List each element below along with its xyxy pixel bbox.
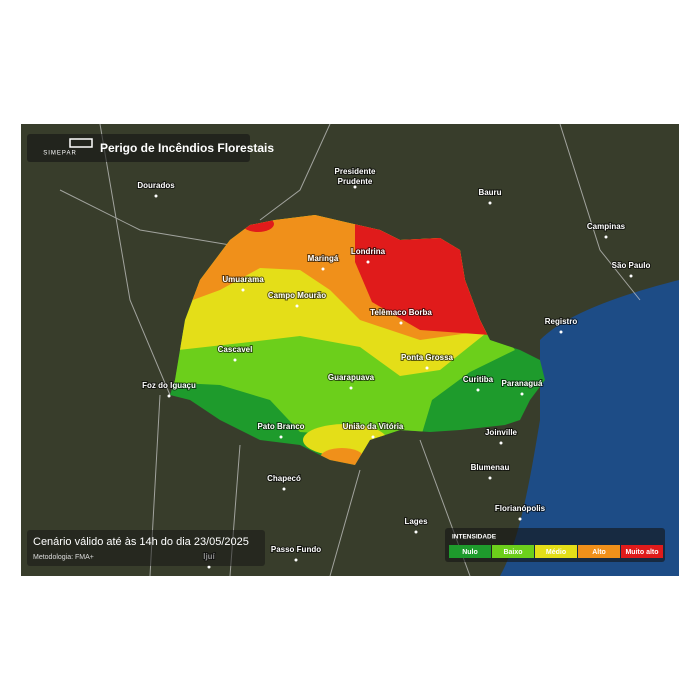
city-label: Telêmaco Borba — [370, 308, 432, 317]
legend-title: INTENSIDADE — [452, 534, 497, 541]
legend-label: Muito alto — [625, 549, 658, 556]
ocean — [500, 280, 679, 576]
city-label: Guarapuava — [328, 373, 375, 382]
city-dot — [233, 358, 237, 362]
city-dot — [476, 388, 480, 392]
city-label: Curitiba — [463, 375, 494, 384]
method: Metodologia: FMA+ — [33, 554, 94, 561]
city-dot — [207, 565, 211, 569]
city-dot — [499, 441, 503, 445]
city-label: Joinville — [485, 428, 518, 437]
city-label: Passo Fundo — [271, 545, 321, 554]
city-dot — [425, 366, 429, 370]
legend-label: Baixo — [503, 549, 522, 556]
title: Perigo de Incêndios Florestais — [100, 141, 274, 155]
footer: Cenário válido até às 14h do dia 23/05/2… — [27, 530, 265, 566]
city-label: Cascavel — [218, 345, 253, 354]
city-dot — [279, 435, 283, 439]
city-dot — [154, 194, 158, 198]
legend-label: Alto — [592, 549, 606, 556]
legend-swatch — [449, 545, 491, 558]
city-dot — [321, 267, 325, 271]
city-label: Pato Branco — [257, 422, 304, 431]
city-dot — [414, 530, 418, 534]
city-dot — [559, 330, 563, 334]
validity: Cenário válido até às 14h do dia 23/05/2… — [33, 536, 249, 548]
city-dot — [399, 321, 403, 325]
legend-label: Nulo — [462, 549, 478, 556]
city-label: Maringá — [308, 254, 339, 263]
city-label: Bauru — [478, 188, 501, 197]
borders — [59, 124, 641, 576]
city-label: Registro — [545, 317, 578, 326]
city-label: Dourados — [137, 181, 175, 190]
map: Dourados Presidente Prudente Bauru Campinas S… — [21, 124, 679, 576]
brand: SIMEPAR — [43, 151, 77, 157]
city-label: União da Vitória — [343, 422, 404, 431]
city-dot — [488, 201, 492, 205]
city-dot — [604, 235, 608, 239]
city-dot — [295, 304, 299, 308]
city-label: Paranaguá — [502, 379, 543, 388]
cities: Dourados Presidente Prudente Bauru Campinas S… — [136, 166, 651, 569]
city-label: Lages — [404, 517, 428, 526]
city-dot — [366, 260, 370, 264]
city-label: Campo Mourão — [268, 291, 326, 300]
city-dot — [167, 394, 171, 398]
city-label: Foz do Iguaçu — [142, 381, 196, 390]
city-dot — [371, 435, 375, 439]
city-dot — [353, 185, 357, 189]
legend-label: Médio — [546, 549, 566, 556]
city-dot — [241, 288, 245, 292]
legend-swatch — [621, 545, 663, 558]
city-label: Blumenau — [471, 463, 510, 472]
city-label: Chapecó — [267, 474, 301, 483]
header: SIMEPAR Perigo de Incêndios Florestais — [27, 134, 274, 162]
legend-swatch — [492, 545, 534, 558]
legend-swatch — [535, 545, 577, 558]
city-label: Londrina — [351, 247, 386, 256]
city-label: Ponta Grossa — [401, 353, 454, 362]
city-dot — [520, 392, 524, 396]
city-label: Florianópolis — [495, 504, 546, 513]
city-dot — [518, 517, 522, 521]
city-label: Presidente Prudente — [335, 167, 376, 186]
city-label: São Paulo — [612, 261, 651, 270]
city-dot — [629, 274, 633, 278]
legend: INTENSIDADE Nulo Baixo Médio Alto Muito alto — [445, 528, 665, 562]
city-dot — [488, 476, 492, 480]
legend-swatch — [578, 545, 620, 558]
city-dot — [294, 558, 298, 562]
city-label: Umuarama — [222, 275, 264, 284]
city-label: Campinas — [587, 222, 626, 231]
city-dot — [349, 386, 353, 390]
city-dot — [282, 487, 286, 491]
